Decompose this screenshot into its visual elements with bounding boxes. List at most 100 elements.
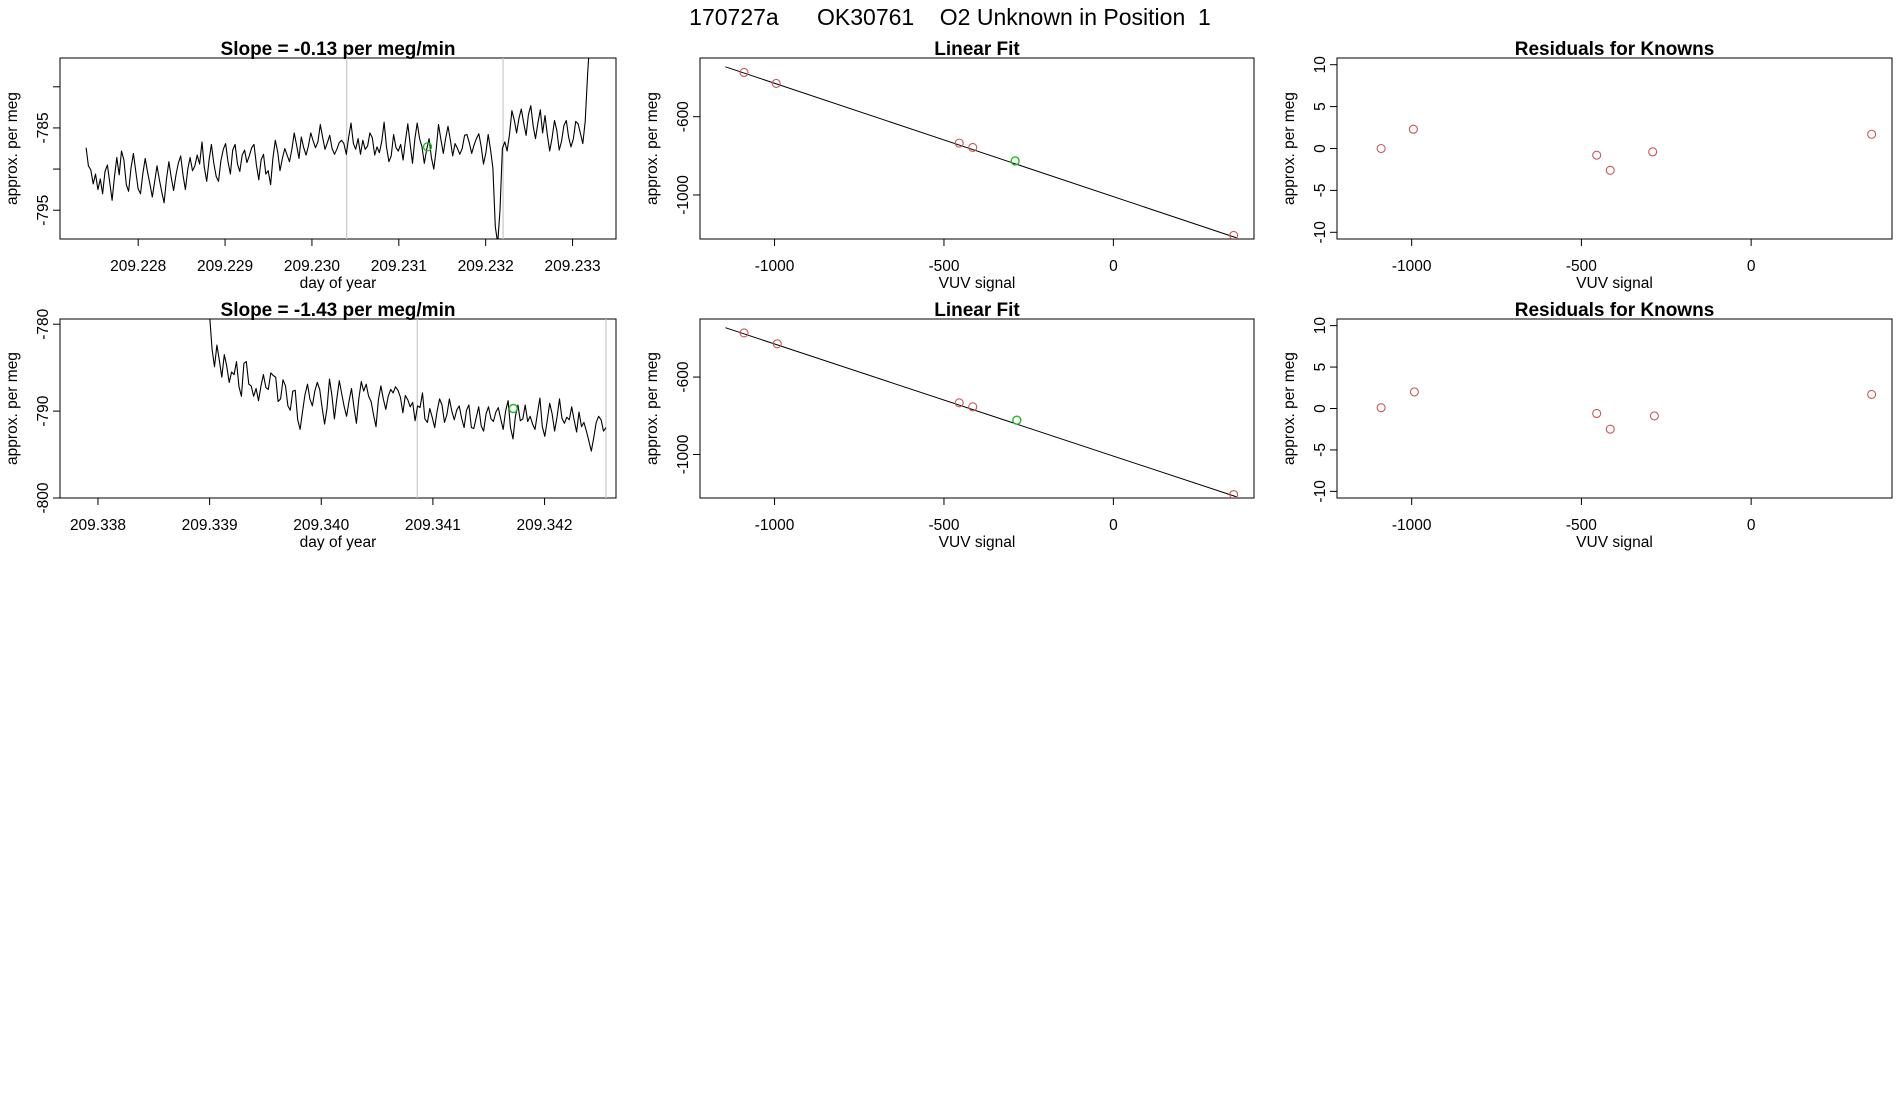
known-point <box>1376 143 1386 154</box>
x-tick-label: -1000 <box>755 258 795 275</box>
y-axis-label: approx. per meg <box>644 352 661 465</box>
x-tick-label: -500 <box>928 517 959 534</box>
unknown-point <box>1010 156 1020 166</box>
chart-panel-fit_top: Linear Fit -1000 -500 0 VUV signal -1000 -600 a… <box>644 39 1255 292</box>
x-tick-label: 209.232 <box>458 258 514 275</box>
x-tick-label: 0 <box>1109 258 1118 275</box>
x-tick-label: 0 <box>1747 258 1756 275</box>
plot-area <box>1376 387 1877 434</box>
chart-panel-fit_bottom: Linear Fit -1000 -500 0 VUV signal -1000 -600 a… <box>644 300 1255 551</box>
x-tick-label: 0 <box>1109 517 1118 534</box>
x-tick-label: 209.229 <box>197 258 253 275</box>
plot-area <box>725 327 1239 498</box>
panel-grid: Slope = -0.13 per meg/min 209.228 209.229 2… <box>4 39 1893 551</box>
x-tick-label: 209.342 <box>517 517 573 534</box>
chart-panel-drift_top: Slope = -0.13 per meg/min 209.228 209.229 2… <box>4 39 617 292</box>
fit-line <box>725 66 1238 239</box>
fit-line <box>725 327 1238 498</box>
known-point <box>771 78 781 88</box>
unknown-point <box>1012 415 1022 425</box>
y-tick-label: -600 <box>675 361 692 392</box>
known-point <box>968 402 978 412</box>
plot-frame <box>699 318 1255 499</box>
x-axis-label: VUV signal <box>939 275 1016 292</box>
y-tick-label: -1000 <box>675 434 692 474</box>
panel-title: Slope = -0.13 per meg/min <box>221 39 456 60</box>
y-tick-label: -800 <box>35 482 52 513</box>
x-tick-label: 209.340 <box>293 517 349 534</box>
known-point <box>954 398 964 408</box>
y-tick-label: 0 <box>1312 404 1329 413</box>
x-tick-label: 209.228 <box>110 258 166 275</box>
known-point <box>1867 129 1877 139</box>
x-tick-label: -500 <box>928 258 959 275</box>
known-point <box>1229 489 1239 498</box>
plot-area <box>1376 124 1877 175</box>
x-tick-label: -1000 <box>755 517 795 534</box>
known-point <box>1605 165 1615 175</box>
y-axis-label: approx. per meg <box>1281 92 1298 205</box>
known-point <box>1409 387 1419 397</box>
plot-area <box>725 66 1239 239</box>
x-tick-label: 209.339 <box>182 517 238 534</box>
x-tick-label: 0 <box>1747 517 1756 534</box>
known-point <box>1649 411 1659 421</box>
chart-panel-resid_top: Residuals for Knowns -1000 -500 0 VUV signal… <box>1281 39 1893 292</box>
y-tick-label: 10 <box>1312 317 1329 335</box>
known-point <box>739 328 749 338</box>
chart-panel-resid_bottom: Residuals for Knowns -1000 -500 0 VUV signal… <box>1281 300 1893 551</box>
y-tick-label: 10 <box>1312 56 1329 74</box>
unknown-point <box>508 403 518 414</box>
y-tick-label: -785 <box>35 112 52 143</box>
y-axis-label: approx. per meg <box>1281 352 1298 465</box>
y-tick-label: -795 <box>35 195 52 226</box>
known-point <box>954 138 964 148</box>
plot-frame <box>1336 318 1893 499</box>
x-tick-label: 209.341 <box>405 517 461 534</box>
figure-title: 170727a OK30761 O2 Unknown in Position 1 <box>689 4 1211 30</box>
y-axis-label: approx. per meg <box>4 92 21 205</box>
x-tick-label: 209.230 <box>284 258 340 275</box>
known-point <box>772 339 782 349</box>
y-tick-label: 5 <box>1312 363 1329 372</box>
plot-frame <box>59 318 617 499</box>
drift-trace <box>209 319 607 452</box>
known-point <box>1605 424 1615 434</box>
plot-frame <box>59 57 617 240</box>
panel-title: Slope = -1.43 per meg/min <box>221 300 456 321</box>
y-tick-label: -780 <box>35 308 52 339</box>
known-point <box>968 142 978 152</box>
y-tick-label: -790 <box>35 395 52 426</box>
plot-area <box>209 319 607 498</box>
panel-title: Linear Fit <box>934 39 1020 60</box>
y-tick-label: -5 <box>1312 183 1329 197</box>
known-point <box>1376 403 1386 413</box>
x-tick-label: 209.338 <box>70 517 126 534</box>
x-axis-label: day of year <box>300 534 377 551</box>
plot-frame <box>699 57 1255 240</box>
x-axis-label: VUV signal <box>1576 275 1653 292</box>
known-point <box>1229 230 1239 239</box>
y-tick-label: -600 <box>675 101 692 132</box>
y-tick-label: -10 <box>1312 221 1329 244</box>
x-axis-label: VUV signal <box>1576 534 1653 551</box>
x-axis-label: VUV signal <box>939 534 1016 551</box>
y-tick-label: 0 <box>1312 144 1329 153</box>
known-point <box>1648 147 1658 157</box>
known-point <box>1408 124 1418 134</box>
panel-title: Residuals for Knowns <box>1515 300 1715 321</box>
y-tick-label: 5 <box>1312 102 1329 111</box>
x-tick-label: -500 <box>1566 517 1597 534</box>
known-point <box>1592 408 1602 419</box>
y-axis-label: approx. per meg <box>4 352 21 465</box>
y-tick-label: -1000 <box>675 175 692 215</box>
plot-frame <box>1336 57 1893 240</box>
y-axis-label: approx. per meg <box>644 92 661 205</box>
known-point <box>1592 150 1602 160</box>
x-tick-label: -1000 <box>1392 258 1432 275</box>
x-tick-label: 209.233 <box>545 258 601 275</box>
y-tick-label: -5 <box>1312 443 1329 457</box>
x-tick-label: 209.231 <box>371 258 427 275</box>
known-point <box>1867 389 1877 399</box>
